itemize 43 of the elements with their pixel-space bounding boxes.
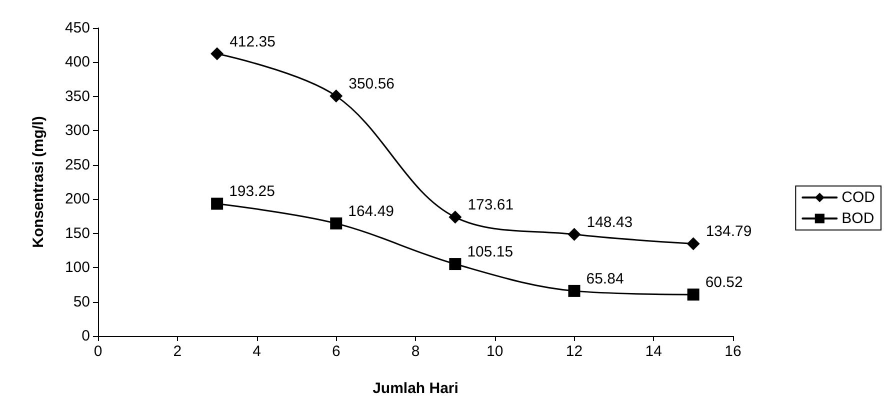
y-tick-label: 0 — [82, 328, 90, 344]
y-tick-label: 350 — [64, 88, 90, 105]
y-tick-label: 150 — [64, 224, 90, 242]
point — [449, 258, 462, 270]
x-tick-label: 16 — [724, 343, 742, 360]
data-label: 65.84 — [586, 270, 624, 288]
point — [686, 237, 700, 250]
data-label: 60.52 — [705, 274, 743, 292]
x-tick-label: 2 — [173, 343, 182, 360]
legend-label: COD — [842, 189, 876, 206]
x-tick-label: 14 — [645, 343, 662, 360]
data-label: 134.79 — [706, 223, 752, 240]
y-tick-label: 200 — [64, 190, 90, 208]
y-axis-title: Konsentrasi (mg/l) — [30, 116, 47, 248]
data-label: 350.56 — [348, 76, 395, 93]
legend-label: BOD — [842, 210, 874, 227]
point — [330, 217, 342, 230]
y-tick-label: 100 — [64, 259, 90, 276]
x-tick-label: 6 — [332, 343, 340, 360]
point — [210, 47, 224, 60]
point — [687, 288, 700, 301]
data-label: 193.25 — [229, 183, 275, 200]
x-axis-title: Jumlah Hari — [372, 380, 458, 397]
x-tick-label: 10 — [486, 343, 504, 360]
y-tick-label: 250 — [64, 156, 90, 174]
data-label: 148.43 — [586, 214, 633, 231]
point — [568, 284, 580, 297]
data-label: 164.49 — [348, 202, 394, 220]
point — [211, 198, 224, 210]
point — [448, 210, 462, 224]
x-tick-label: 4 — [252, 343, 261, 360]
point — [568, 228, 581, 241]
y-tick-label: 50 — [73, 293, 90, 310]
x-tick-label: 12 — [566, 343, 583, 360]
y-tick-label: 400 — [64, 54, 90, 71]
y-tick-label: 300 — [64, 122, 90, 140]
x-tick-label: 8 — [411, 343, 420, 360]
x-tick-label: 0 — [94, 343, 102, 360]
point — [330, 90, 343, 103]
data-label: 412.35 — [230, 33, 276, 50]
y-tick-label: 450 — [64, 20, 90, 36]
data-label: 105.15 — [467, 244, 514, 261]
data-label: 173.61 — [468, 196, 514, 214]
